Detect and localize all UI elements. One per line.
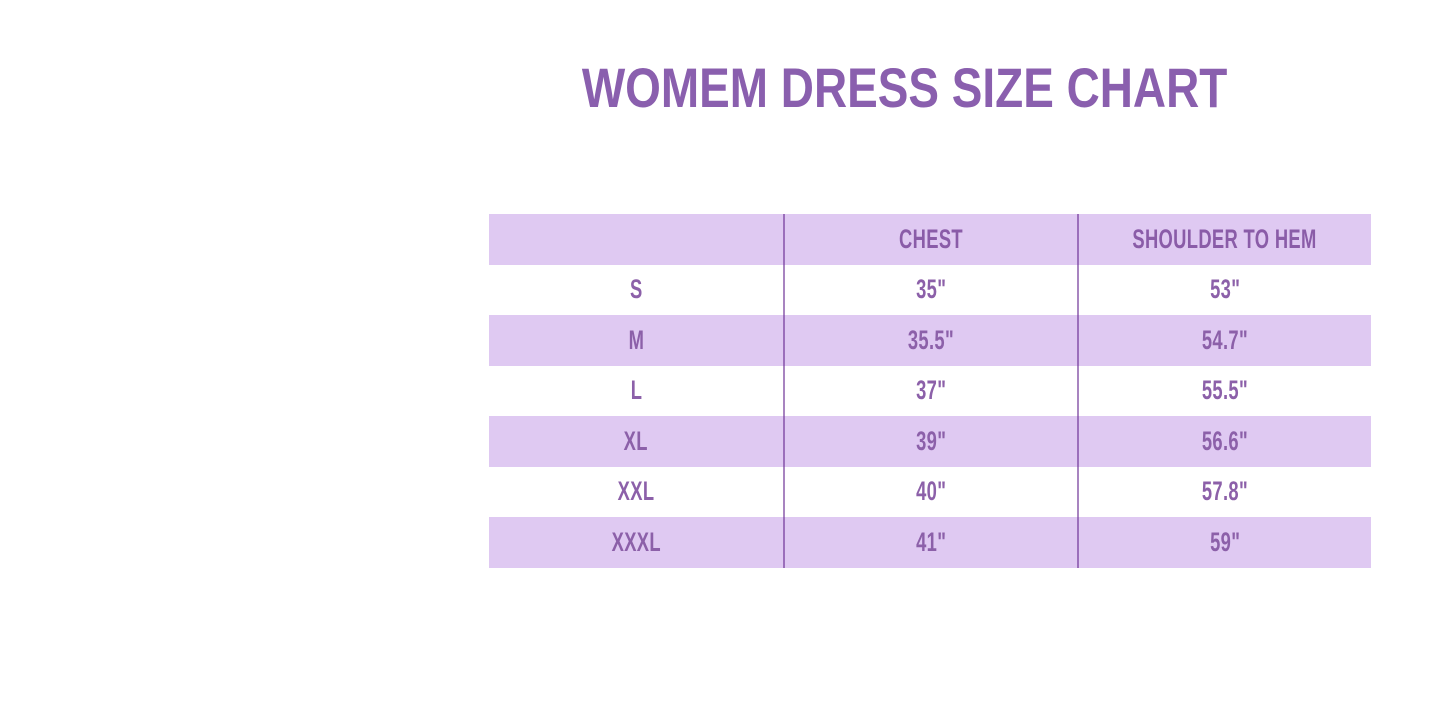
size-chart-table: CHEST SHOULDER TO HEM S 35" 53" M 35.5" … xyxy=(489,214,1371,568)
chest-value: 35" xyxy=(915,274,947,305)
chest-cell: 39" xyxy=(783,416,1077,467)
size-cell: XXXL xyxy=(489,517,783,568)
shoulder-to-hem-value: 55.5" xyxy=(1201,375,1249,406)
table-row-xxl: XXL 40" 57.8" xyxy=(489,466,1371,518)
chest-cell: 35.5" xyxy=(783,315,1077,366)
size-value: M xyxy=(628,324,644,355)
size-value: L xyxy=(630,375,642,406)
shoulder-to-hem-cell: 54.7" xyxy=(1077,315,1371,366)
size-cell: M xyxy=(489,315,783,366)
size-value: XXL xyxy=(617,476,655,507)
chest-cell: 41" xyxy=(783,517,1077,568)
shoulder-to-hem-cell: 59" xyxy=(1077,517,1371,568)
table-row-xl: XL 39" 56.6" xyxy=(489,416,1371,467)
size-value: S xyxy=(629,274,643,305)
size-cell: XXL xyxy=(489,467,783,518)
page-title-text: WOMEM DRESS SIZE CHART xyxy=(582,56,1228,119)
table-row-s: S 35" 53" xyxy=(489,264,1371,316)
chest-value: 41" xyxy=(915,526,947,557)
chest-cell: 40" xyxy=(783,466,1077,517)
chest-value: 39" xyxy=(915,425,947,456)
page-title: WOMEM DRESS SIZE CHART xyxy=(489,57,1371,119)
chest-cell: 35" xyxy=(783,264,1077,315)
header-cell-chest: CHEST xyxy=(783,214,1077,265)
shoulder-to-hem-cell: 53" xyxy=(1077,264,1371,315)
shoulder-to-hem-value: 57.8" xyxy=(1201,476,1249,507)
table-row-m: M 35.5" 54.7" xyxy=(489,315,1371,366)
chest-value: 40" xyxy=(915,476,947,507)
size-cell: S xyxy=(489,265,783,316)
shoulder-to-hem-cell: 55.5" xyxy=(1077,365,1371,416)
chest-cell: 37" xyxy=(783,365,1077,416)
table-row-xxxl: XXXL 41" 59" xyxy=(489,517,1371,568)
header-cell-shoulder-to-hem: SHOULDER TO HEM xyxy=(1077,214,1371,265)
shoulder-to-hem-value: 53" xyxy=(1209,274,1241,305)
shoulder-to-hem-value: 59" xyxy=(1209,526,1241,557)
size-cell: L xyxy=(489,366,783,417)
header-chest-label: CHEST xyxy=(899,223,963,254)
header-cell-size xyxy=(489,214,783,265)
table-header-row: CHEST SHOULDER TO HEM xyxy=(489,214,1371,265)
chest-value: 37" xyxy=(915,375,947,406)
shoulder-to-hem-value: 54.7" xyxy=(1201,324,1249,355)
shoulder-to-hem-cell: 56.6" xyxy=(1077,416,1371,467)
chest-value: 35.5" xyxy=(907,324,955,355)
table-row-l: L 37" 55.5" xyxy=(489,365,1371,417)
size-value: XXXL xyxy=(611,526,661,557)
shoulder-to-hem-value: 56.6" xyxy=(1201,425,1249,456)
shoulder-to-hem-cell: 57.8" xyxy=(1077,466,1371,517)
size-value: XL xyxy=(623,425,649,456)
header-shoulder-to-hem-label: SHOULDER TO HEM xyxy=(1132,223,1318,254)
size-cell: XL xyxy=(489,416,783,467)
